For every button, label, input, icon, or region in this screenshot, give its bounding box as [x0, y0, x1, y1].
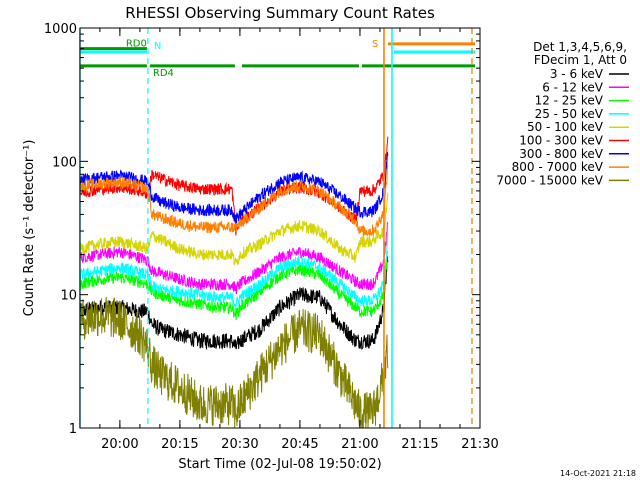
x-tick-label: 21:15 — [401, 437, 438, 452]
series-line-300-800-kev — [79, 152, 389, 224]
series-line-800-7000-kev — [79, 164, 389, 237]
series-line-25-50-kev — [79, 233, 389, 309]
legend-label-12-25-kev: 12 - 25 keV — [535, 94, 604, 108]
legend-label-6-12-kev: 6 - 12 keV — [542, 80, 604, 94]
y-tick-label: 10 — [60, 289, 77, 304]
x-tick-label: 20:15 — [161, 437, 198, 452]
series-line-50-100-kev — [79, 192, 389, 267]
generation-timestamp: 14-Oct-2021 21:18 — [560, 469, 636, 478]
series-line-6-12-kev — [79, 222, 389, 295]
legend: Det 1,3,4,5,6,9, FDecim 1, Att 0 3 - 6 k… — [496, 40, 629, 187]
x-axis-label: Start Time (02-Jul-08 19:50:02) — [178, 457, 381, 472]
x-tick-label: 21:30 — [461, 437, 498, 452]
legend-label-50-100-kev: 50 - 100 keV — [527, 120, 604, 134]
flag-label-n: N — [154, 41, 161, 52]
legend-label-7000-15000-kev: 7000 - 15000 keV — [496, 173, 603, 187]
x-tick-label: 20:30 — [221, 437, 258, 452]
series-line-7000-15000-kev — [79, 296, 389, 429]
flag-label-rd4: RD4 — [153, 68, 174, 79]
legend-label-25-50-kev: 25 - 50 keV — [535, 107, 604, 121]
y-tick-label: 1 — [69, 422, 77, 437]
flag-label-rd0: RD0 — [126, 39, 147, 50]
legend-label-3-6-kev: 3 - 6 keV — [550, 67, 604, 81]
legend-header-line-1: Det 1,3,4,5,6,9, — [533, 40, 627, 54]
x-tick-label: 21:00 — [341, 437, 378, 452]
y-axis-label: Count Rate (s⁻¹ detector⁻¹) — [22, 140, 37, 317]
series-line-3-6-kev — [79, 256, 389, 351]
legend-header-line-2: FDecim 1, Att 0 — [534, 53, 627, 67]
legend-label-800-7000-kev: 800 - 7000 keV — [512, 160, 604, 174]
axis-layer: 20:00 20:15 20:30 20:45 21:00 21:15 21:30 1 10 10… — [44, 22, 499, 452]
legend-label-300-800-kev: 300 - 800 keV — [519, 147, 603, 161]
x-tick-label: 20:00 — [101, 437, 138, 452]
y-tick-label: 1000 — [44, 22, 77, 37]
x-tick-label: 20:45 — [281, 437, 318, 452]
chart-title: RHESSI Observing Summary Count Rates — [125, 4, 435, 22]
y-tick-label: 100 — [52, 155, 77, 170]
series-line-12-25-kev — [79, 250, 388, 321]
data-layer — [79, 136, 389, 429]
flag-layer: RD0 RD4 N S — [79, 39, 475, 79]
legend-label-100-300-kev: 100 - 300 keV — [519, 134, 603, 148]
flag-label-s: S — [372, 39, 378, 50]
